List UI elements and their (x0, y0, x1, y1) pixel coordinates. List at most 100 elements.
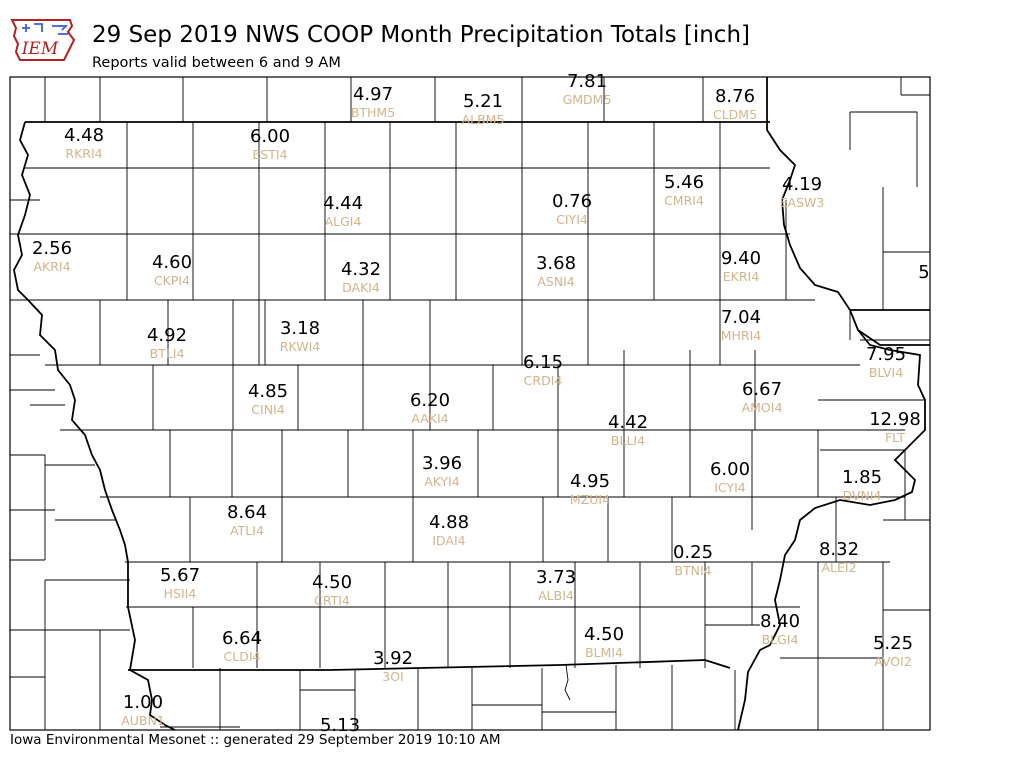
station-id: ALBI4 (538, 588, 574, 603)
station-id: RKWI4 (280, 339, 320, 354)
iowa-counties (10, 122, 925, 668)
precip-value: 4.50 (312, 572, 352, 593)
station-id: AUBN1 (121, 713, 165, 728)
mn-wi-border (766, 77, 930, 346)
station-id: CLDI4 (224, 649, 261, 664)
precip-value: 5 (918, 262, 929, 283)
station-id: HSII4 (164, 586, 197, 601)
precip-value: 6.00 (710, 459, 750, 480)
mississippi-river-east (737, 329, 926, 730)
station-id: CINI4 (251, 402, 284, 417)
station-id: CRTI4 (314, 593, 350, 608)
iowa-outline-icon (10, 19, 76, 61)
precip-value: 8.40 (760, 611, 800, 632)
precip-value: 4.50 (584, 624, 624, 645)
station-id: RKRI4 (65, 146, 102, 161)
station-unlabeled-15: 5 (918, 262, 929, 283)
station-id: CLDM5 (713, 107, 757, 122)
precip-value: 2.56 (32, 238, 72, 259)
precip-value: 7.81 (567, 71, 607, 92)
precip-value: 7.95 (866, 344, 906, 365)
precip-value: 5.25 (873, 633, 913, 654)
minnesota-counties (44, 77, 930, 187)
station-id: AKRI4 (33, 259, 70, 274)
station-id: BLLI4 (611, 433, 645, 448)
precip-value: 6.00 (250, 126, 290, 147)
precip-value: 4.97 (353, 84, 393, 105)
station-id: BLGI4 (762, 632, 799, 647)
precip-value: 0.25 (673, 542, 713, 563)
station-id: ESTI4 (252, 147, 287, 162)
precip-value: 9.40 (721, 248, 761, 269)
precip-value: 4.48 (64, 125, 104, 146)
station-id: GMDM5 (563, 92, 612, 107)
precip-value: 1.85 (842, 467, 882, 488)
precip-value: 6.67 (742, 379, 782, 400)
precip-value: 0.76 (552, 191, 592, 212)
precip-value: 4.42 (608, 412, 648, 433)
station-id: ICYI4 (714, 480, 746, 495)
footer-credit: Iowa Environmental Mesonet :: generated … (10, 732, 501, 748)
map-geography (10, 77, 930, 730)
station-unlabeled-43: 5.13 (320, 715, 360, 736)
precip-value: 3.92 (373, 648, 413, 669)
station-id: BTHM5 (351, 105, 395, 120)
precip-value: 5.67 (160, 565, 200, 586)
station-id: DVNI4 (843, 488, 882, 503)
station-id: ALEI2 (821, 560, 856, 575)
precip-value: 3.18 (280, 318, 320, 339)
station-id: BTLI4 (150, 346, 185, 361)
precip-value: 4.32 (341, 259, 381, 280)
map-subtitle: Reports valid between 6 and 9 AM (92, 55, 341, 71)
station-id: CRDI4 (524, 373, 563, 388)
weather-glyph-icon (22, 23, 69, 35)
precip-value: 4.19 (782, 174, 822, 195)
station-id: DAKI4 (342, 280, 380, 295)
precip-value: 8.64 (227, 502, 267, 523)
station-id: BLMI4 (585, 645, 623, 660)
west-counties (10, 199, 130, 730)
map-title: 29 Sep 2019 NWS COOP Month Precipitation… (92, 22, 751, 48)
precip-value: 4.60 (152, 252, 192, 273)
precip-value: 4.85 (248, 381, 288, 402)
station-id: FLT (885, 430, 905, 445)
iem-logo: IEM (8, 8, 78, 68)
station-id: EASW3 (780, 195, 825, 210)
precip-value: 8.76 (715, 86, 755, 107)
station-id: ATLI4 (230, 523, 264, 538)
precip-value: 7.04 (721, 307, 761, 328)
precip-value: 12.98 (869, 409, 921, 430)
station-id: AVOI2 (874, 654, 912, 669)
precip-value: 3.68 (536, 253, 576, 274)
precip-value: 5.13 (320, 715, 360, 736)
station-id: EKRI4 (723, 269, 759, 284)
station-id: CKPI4 (154, 273, 190, 288)
precip-value: 1.00 (123, 692, 163, 713)
creek-line (564, 664, 571, 701)
